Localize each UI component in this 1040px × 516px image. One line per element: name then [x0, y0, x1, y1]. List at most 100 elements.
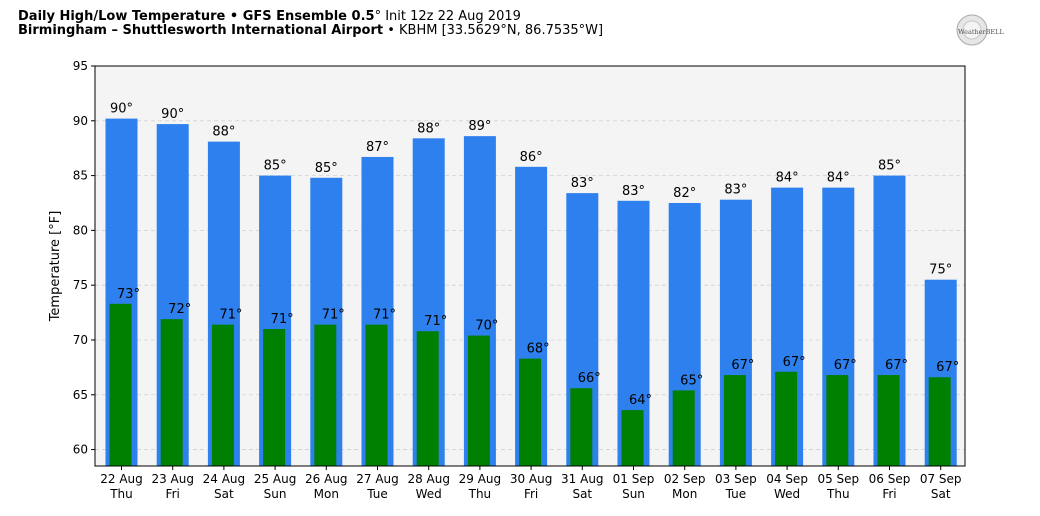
low-temp-label: 71° — [322, 308, 345, 323]
x-tick-label-date: 28 Aug — [407, 472, 450, 486]
chart-subtitle-location: Birmingham – Shuttlesworth International… — [18, 23, 604, 38]
high-temp-label: 75° — [929, 263, 952, 278]
x-tick-label-day: Sat — [931, 487, 951, 501]
x-tick-label-date: 06 Sep — [869, 472, 911, 486]
low-temp-label: 66° — [578, 371, 601, 386]
y-tick-label: 60 — [73, 443, 88, 457]
high-temp-label: 85° — [315, 161, 338, 176]
low-temp-label: 70° — [475, 319, 498, 334]
x-tick-label-day: Thu — [826, 487, 850, 501]
low-temp-label: 67° — [834, 358, 857, 373]
low-temp-bar — [160, 319, 183, 466]
low-temp-bar — [775, 371, 798, 466]
low-temp-label: 67° — [783, 355, 806, 370]
x-tick-label-day: Tue — [366, 487, 388, 501]
x-tick-label-day: Wed — [416, 487, 442, 501]
low-temp-label: 73° — [117, 287, 140, 302]
x-tick-label-date: 23 Aug — [151, 472, 194, 486]
x-tick-label-day: Fri — [882, 487, 896, 501]
high-temp-label: 86° — [520, 150, 543, 165]
y-tick-label: 90 — [73, 114, 88, 128]
x-tick-label-day: Mon — [314, 487, 339, 501]
x-tick-label-date: 26 Aug — [305, 472, 348, 486]
x-tick-label-date: 03 Sep — [715, 472, 757, 486]
high-temp-label: 87° — [366, 140, 389, 155]
high-temp-label: 85° — [878, 159, 901, 174]
low-temp-label: 71° — [219, 308, 242, 323]
high-temp-label: 88° — [212, 125, 235, 140]
x-tick-label-day: Thu — [468, 487, 492, 501]
low-temp-bar — [877, 375, 900, 466]
high-temp-label: 90° — [161, 107, 184, 122]
high-temp-label: 83° — [622, 184, 645, 199]
x-tick-label-day: Sat — [214, 487, 234, 501]
low-temp-bar — [621, 410, 644, 466]
y-tick-label: 85 — [73, 169, 88, 183]
x-tick-label-day: Mon — [672, 487, 697, 501]
low-temp-bar — [211, 324, 234, 466]
low-temp-bar — [314, 324, 337, 466]
low-series: 73° 72° 71° 71° 71° 71° 71° 70° 68° 66° 64° 65° 67° 6… — [109, 287, 959, 466]
y-tick-label: 70 — [73, 333, 88, 347]
high-temp-label: 84° — [776, 171, 799, 186]
low-temp-bar — [723, 375, 746, 466]
x-tick-label-date: 30 Aug — [510, 472, 553, 486]
high-temp-label: 83° — [571, 176, 594, 191]
low-temp-bar — [263, 329, 286, 466]
y-tick-label: 75 — [73, 278, 88, 292]
x-tick-label-day: Sun — [622, 487, 645, 501]
x-tick-label-date: 02 Sep — [664, 472, 706, 486]
x-tick-label-day: Thu — [109, 487, 133, 501]
low-temp-label: 68° — [527, 342, 550, 357]
low-temp-bar — [519, 358, 542, 466]
y-axis-label: Temperature [°F] — [48, 211, 63, 323]
x-tick-label-day: Fri — [524, 487, 538, 501]
x-tick-label-date: 07 Sep — [920, 472, 962, 486]
low-temp-bar — [365, 324, 388, 466]
low-temp-bar — [826, 375, 849, 466]
low-temp-label: 67° — [885, 358, 908, 373]
low-temp-bar — [467, 335, 490, 466]
y-tick-label: 80 — [73, 223, 88, 237]
low-temp-label: 71° — [424, 314, 447, 329]
chart-title: Daily High/Low Temperature • GFS Ensembl… — [18, 9, 521, 24]
low-temp-label: 67° — [731, 358, 754, 373]
low-temp-bar — [416, 331, 439, 466]
x-tick-label-date: 01 Sep — [613, 472, 655, 486]
logo-text: WeatherBELL — [958, 28, 1004, 36]
low-temp-label: 67° — [936, 360, 959, 375]
x-tick-label-day: Sun — [264, 487, 287, 501]
low-temp-bar — [672, 390, 695, 466]
x-tick-label-day: Wed — [774, 487, 800, 501]
high-temp-label: 89° — [468, 119, 491, 134]
y-tick-label: 65 — [73, 388, 88, 402]
high-temp-label: 85° — [264, 159, 287, 174]
high-temp-label: 84° — [827, 171, 850, 186]
x-tick-label-date: 22 Aug — [100, 472, 143, 486]
high-temp-label: 90° — [110, 102, 133, 117]
low-temp-label: 64° — [629, 393, 652, 408]
weatherbell-logo-icon: WeatherBELL — [956, 14, 1004, 46]
low-temp-bar — [928, 377, 951, 466]
high-temp-label: 82° — [673, 186, 696, 201]
y-axis: 60 65 70 75 80 85 90 95 — [73, 59, 95, 457]
x-tick-label-date: 25 Aug — [254, 472, 297, 486]
low-temp-label: 71° — [373, 308, 396, 323]
x-tick-label-date: 27 Aug — [356, 472, 399, 486]
low-temp-bar — [570, 388, 593, 466]
x-tick-label-date: 29 Aug — [459, 472, 502, 486]
low-temp-label: 71° — [271, 312, 294, 327]
high-temp-label: 83° — [724, 183, 747, 198]
low-temp-label: 65° — [680, 373, 703, 388]
low-temp-bar — [109, 303, 132, 466]
low-temp-label: 72° — [168, 302, 191, 317]
high-temp-label: 88° — [417, 121, 440, 136]
x-tick-label-date: 24 Aug — [203, 472, 246, 486]
x-tick-label-date: 31 Aug — [561, 472, 604, 486]
y-tick-label: 95 — [73, 59, 88, 73]
x-tick-label-date: 04 Sep — [766, 472, 808, 486]
x-tick-label-day: Fri — [166, 487, 180, 501]
x-tick-label-date: 05 Sep — [817, 472, 859, 486]
